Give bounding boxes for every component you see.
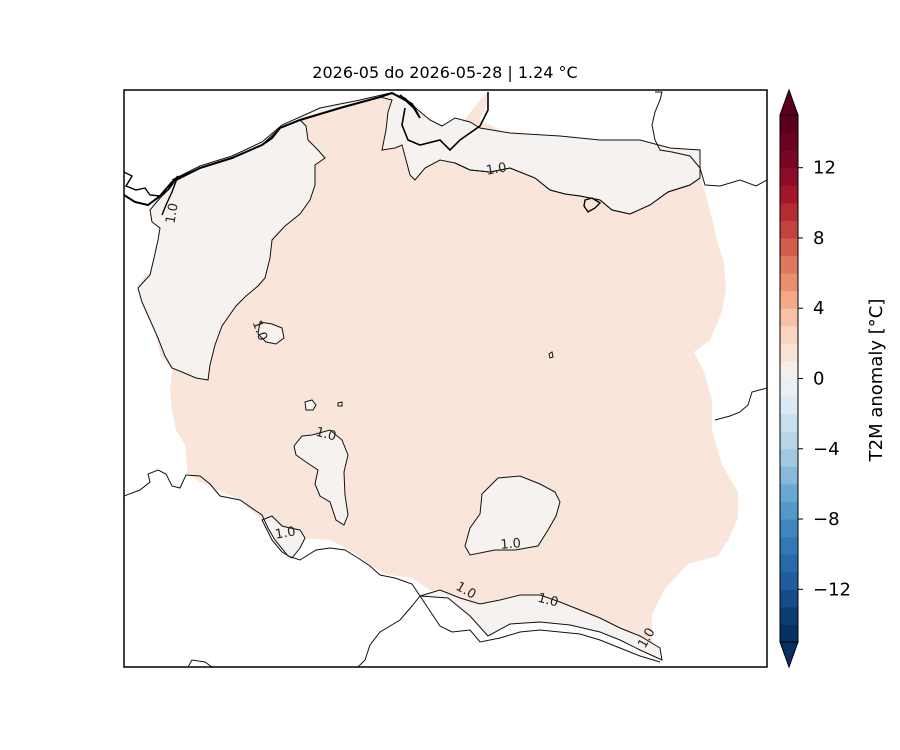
contour-label: 1.0: [314, 425, 338, 445]
region-anomaly-below-1-islet-a: [257, 321, 285, 345]
colorbar-tick-label: −4: [813, 439, 840, 460]
region-anomaly-below-1-south: [419, 589, 663, 661]
colorbar-extend-max: [779, 88, 799, 116]
colorbar-tick-label: 0: [813, 369, 824, 390]
colorbar-bin: [780, 132, 798, 151]
region-anomaly-below-1-central-west: [293, 429, 349, 526]
colorbar-bin: [780, 501, 798, 520]
border-czech-slovakia: [124, 469, 421, 667]
colorbar-bin: [780, 115, 798, 134]
colorbar-bin: [780, 571, 798, 590]
contour-label: 1.0: [485, 160, 508, 178]
region-anomaly-below-1-islet-b: [304, 399, 317, 411]
colorbar-bin: [780, 554, 798, 573]
colorbar-bin: [780, 466, 798, 485]
map-title: 2026-05 do 2026-05-28 | 1.24 °C: [312, 63, 577, 82]
colorbar-bin: [780, 185, 798, 204]
colorbar-bin: [780, 413, 798, 432]
region-anomaly-below-1-south-central: [464, 475, 561, 556]
colorbar-bin: [780, 483, 798, 502]
map-area: [124, 90, 767, 667]
colorbar-bin: [780, 167, 798, 186]
colorbar-bin: [780, 360, 798, 379]
contour-label: 1.0: [500, 536, 522, 553]
colorbar-bin: [780, 255, 798, 274]
border-belarus-ukraine: [714, 387, 767, 421]
contour-label: 1.0: [163, 202, 181, 225]
colorbar-bin: [780, 624, 798, 643]
colorbar-bin: [780, 273, 798, 292]
region-anomaly-below-1-islet-d: [548, 351, 554, 359]
border-bottom-left: [187, 659, 213, 667]
colorbar-bin: [780, 431, 798, 450]
colorbar-bin: [780, 606, 798, 625]
contour-line-north: [454, 162, 701, 215]
map-frame: [123, 89, 768, 668]
colorbar-bin: [780, 202, 798, 221]
colorbar-bin: [780, 536, 798, 555]
border-lithuania-russia: [651, 91, 767, 187]
colorbar-tick-label: 4: [813, 298, 824, 319]
colorbar-label: T2M anomaly [°C]: [866, 299, 887, 463]
colorbar-bin: [780, 237, 798, 257]
colorbar-bin: [780, 308, 798, 327]
colorbar-bin: [780, 343, 798, 362]
contour-label: 1.0: [274, 524, 297, 542]
colorbar-bin: [780, 150, 798, 169]
colorbar-tick-label: 12: [813, 158, 836, 179]
contour-label: 1.0: [249, 319, 270, 344]
contour-label: 1.0: [536, 591, 560, 611]
region-anomaly-below-1-southwest: [261, 515, 306, 559]
colorbar-extend-min: [779, 641, 799, 669]
colorbar-tick-label: −8: [813, 509, 840, 530]
colorbar-bin: [780, 325, 798, 344]
region-anomaly-above-1: [138, 92, 738, 660]
colorbar-tick-label: −12: [813, 579, 851, 600]
colorbar-bin: [780, 519, 798, 538]
colorbar-bin: [780, 378, 798, 397]
colorbar-bin: [780, 448, 798, 467]
colorbar-bin: [780, 220, 798, 239]
colorbar: 12 8 4 0 −4 −8 −12: [779, 88, 851, 669]
colorbar-bin: [780, 396, 798, 415]
region-anomaly-below-1-islet-c: [337, 401, 343, 407]
border-slovakia-ukraine: [419, 595, 661, 663]
coastline-west-lagoon: [124, 171, 179, 216]
coastline-gulf-gdansk: [401, 92, 489, 152]
colorbar-bin: [780, 290, 798, 309]
colorbar-tick-label: 8: [813, 228, 824, 249]
colorbar-bin: [780, 589, 798, 608]
region-anomaly-below-1-west: [137, 119, 326, 381]
